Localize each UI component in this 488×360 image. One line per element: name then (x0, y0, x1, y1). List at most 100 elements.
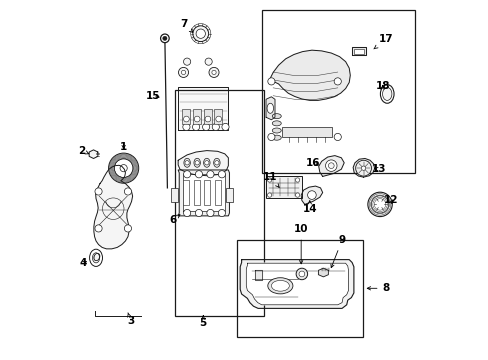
Ellipse shape (266, 103, 273, 113)
Ellipse shape (92, 253, 100, 263)
Circle shape (295, 193, 299, 197)
Circle shape (195, 171, 202, 178)
Ellipse shape (213, 158, 220, 167)
Bar (171, 188, 178, 202)
Circle shape (325, 160, 336, 171)
Ellipse shape (267, 278, 292, 294)
Text: 9: 9 (330, 235, 345, 267)
Polygon shape (351, 47, 366, 55)
Text: 17: 17 (373, 35, 393, 49)
Circle shape (160, 34, 169, 42)
Bar (183, 180, 189, 205)
Ellipse shape (272, 121, 281, 126)
Ellipse shape (203, 158, 210, 167)
Bar (214, 109, 222, 125)
Text: 2: 2 (78, 145, 88, 156)
Text: 5: 5 (199, 316, 206, 328)
Polygon shape (178, 170, 229, 216)
Text: 6: 6 (169, 215, 180, 225)
Circle shape (333, 134, 341, 140)
Bar (174, 90, 264, 316)
Text: 7: 7 (180, 19, 192, 32)
Text: 3: 3 (126, 313, 134, 325)
Circle shape (183, 116, 189, 122)
Circle shape (114, 159, 133, 177)
Bar (193, 180, 200, 205)
Text: 15: 15 (145, 91, 160, 102)
Circle shape (194, 116, 200, 122)
Circle shape (296, 268, 307, 280)
Polygon shape (178, 87, 228, 130)
Circle shape (215, 116, 221, 122)
Ellipse shape (183, 158, 190, 167)
Ellipse shape (89, 249, 102, 266)
Circle shape (267, 193, 271, 197)
Circle shape (183, 171, 190, 178)
Polygon shape (318, 268, 328, 277)
Circle shape (196, 29, 205, 39)
Bar (236, 240, 362, 337)
Circle shape (218, 210, 225, 217)
Bar (225, 188, 233, 202)
Polygon shape (318, 156, 344, 176)
Circle shape (124, 225, 131, 232)
Circle shape (108, 153, 139, 183)
Circle shape (195, 161, 199, 165)
Polygon shape (352, 158, 374, 177)
Bar (353, 49, 364, 54)
Polygon shape (240, 260, 353, 309)
Circle shape (195, 210, 202, 217)
Text: 16: 16 (305, 158, 320, 168)
Circle shape (218, 171, 225, 178)
Circle shape (208, 67, 219, 77)
Circle shape (184, 161, 189, 165)
Ellipse shape (272, 114, 281, 119)
Polygon shape (301, 186, 322, 204)
Polygon shape (94, 165, 132, 249)
Text: 8: 8 (366, 283, 389, 293)
Polygon shape (246, 263, 348, 305)
Circle shape (267, 134, 274, 140)
Circle shape (183, 123, 190, 131)
Ellipse shape (380, 85, 393, 103)
Polygon shape (254, 270, 261, 280)
Ellipse shape (382, 87, 391, 100)
Circle shape (333, 78, 341, 85)
Ellipse shape (271, 280, 289, 291)
Circle shape (204, 116, 210, 122)
Text: O: O (92, 253, 100, 263)
Text: 4: 4 (79, 258, 87, 268)
Ellipse shape (272, 128, 281, 133)
Circle shape (95, 225, 102, 232)
Circle shape (328, 163, 333, 168)
Circle shape (267, 178, 271, 182)
Polygon shape (89, 150, 98, 158)
Polygon shape (265, 97, 274, 120)
Text: 11: 11 (263, 172, 279, 187)
Circle shape (206, 171, 214, 178)
Bar (214, 180, 221, 205)
Circle shape (298, 271, 304, 277)
Ellipse shape (272, 135, 281, 140)
Circle shape (95, 188, 102, 195)
Bar (203, 180, 210, 205)
Circle shape (204, 161, 208, 165)
Circle shape (222, 123, 228, 131)
Text: 1: 1 (120, 141, 127, 152)
Ellipse shape (194, 158, 200, 167)
Circle shape (192, 26, 208, 41)
Text: 18: 18 (375, 81, 389, 91)
Text: 12: 12 (383, 195, 397, 205)
Circle shape (307, 191, 316, 199)
Bar (182, 109, 190, 125)
Bar (282, 127, 332, 137)
Circle shape (178, 67, 188, 77)
Circle shape (183, 210, 190, 217)
Bar (262, 10, 414, 173)
Circle shape (212, 123, 219, 131)
Circle shape (295, 178, 299, 182)
Circle shape (355, 160, 371, 176)
Circle shape (267, 78, 274, 85)
Circle shape (204, 58, 212, 65)
Circle shape (192, 123, 199, 131)
